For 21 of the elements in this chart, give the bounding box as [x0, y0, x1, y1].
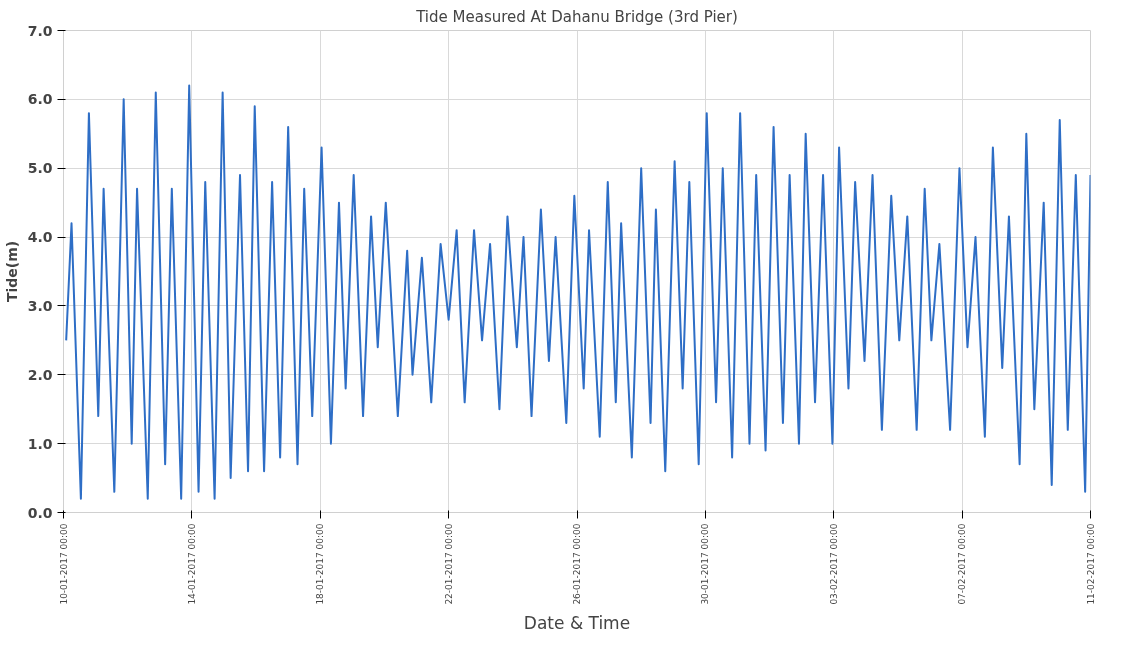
- x-tick-label: 10-01-2017 00:00: [58, 523, 69, 605]
- x-tick-label: 30-01-2017 00:00: [700, 523, 711, 605]
- y-tick-label: 3.0: [27, 297, 53, 314]
- x-axis-title: Date & Time: [523, 612, 631, 633]
- x-tick-label: 22-01-2017 00:00: [443, 523, 454, 605]
- y-tick-label: 7.0: [27, 22, 53, 39]
- y-tick-label: 6.0: [27, 91, 53, 108]
- x-tick-label: 07-02-2017 00:00: [957, 523, 968, 605]
- y-tick-label: 2.0: [27, 366, 53, 383]
- y-tick-label: 1.0: [27, 435, 53, 452]
- y-tick-label: 0.0: [27, 504, 53, 521]
- x-tick-label: 18-01-2017 00:00: [315, 523, 326, 605]
- y-axis-title: Tide(m): [3, 240, 20, 303]
- y-tick-label: 4.0: [27, 229, 53, 246]
- x-tick-label: 11-02-2017 00:00: [1085, 523, 1096, 605]
- y-tick-label: 5.0: [27, 160, 53, 177]
- x-tick-label: 14-01-2017 00:00: [186, 523, 197, 605]
- line-series: [65, 84, 1091, 500]
- x-tick-label: 03-02-2017 00:00: [828, 523, 839, 605]
- chart-title: Tide Measured At Dahanu Bridge (3rd Pier): [415, 7, 738, 26]
- x-tick-label: 26-01-2017 00:00: [572, 523, 582, 605]
